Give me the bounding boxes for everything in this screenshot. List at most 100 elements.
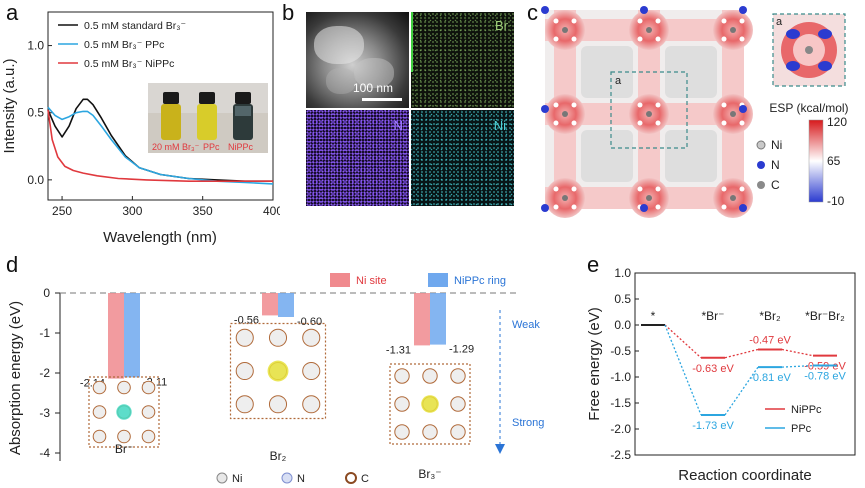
atom-n-label: N [297, 473, 305, 485]
panel-d-chart: 0-1-2-3-4 -2.14 -2.11-0.56 -0.60-1.31 -1.29… [7, 273, 544, 485]
structure-node [394, 424, 410, 440]
adsorbate-name: Br₃⁻ [418, 467, 441, 481]
y-tick-label: 0.0 [614, 318, 631, 332]
esp-ni-atom [562, 111, 568, 117]
atom-ni-label: Ni [232, 473, 242, 485]
strong-label: Strong [512, 417, 544, 429]
esp-n-site [721, 36, 727, 42]
esp-ni-atom [562, 27, 568, 33]
structure-node [235, 361, 254, 381]
structure-node [92, 405, 107, 419]
bar-ring [430, 293, 446, 345]
legend-swatch-ring [428, 273, 448, 287]
adsorbate-highlight [421, 395, 439, 413]
structure-node [117, 429, 131, 444]
bar-ni-site [414, 293, 430, 346]
legend-ppc: 0.5 mM Br₃⁻ PPc [84, 39, 164, 51]
y-tick-label: -2.5 [610, 448, 631, 462]
structure-node [302, 361, 321, 381]
bar-value-ring: -1.29 [449, 344, 474, 356]
esp-edge-cap [541, 105, 549, 113]
adsorbate-highlight [267, 360, 289, 382]
structure-node [92, 429, 107, 444]
structure-node [268, 395, 288, 414]
esp-n-site [655, 36, 661, 42]
esp-ni-atom [730, 195, 736, 201]
atom-c-label: C [771, 178, 780, 192]
structure-node [450, 368, 466, 384]
structure-node [141, 405, 156, 419]
esp-edge-cap [739, 204, 747, 212]
legend: 0.5 mM standard Br₃⁻ 0.5 mM Br₃⁻ PPc 0.5… [58, 20, 186, 70]
y-tick-label: -3 [39, 406, 50, 420]
esp-n-site [571, 186, 577, 192]
vial-nippc [233, 92, 253, 140]
series-line-2 [47, 109, 273, 182]
x-tick-label: 400 [263, 204, 280, 218]
esp-n-site [721, 204, 727, 210]
structure-node [141, 380, 156, 395]
panel-letter-b: b [282, 0, 295, 25]
scale-bar [362, 98, 402, 101]
vial-br3 [161, 92, 181, 140]
structure-node [235, 328, 254, 347]
energy-value-label: -0.63 eV [692, 363, 734, 375]
structure-node [394, 368, 410, 384]
legend-standard: 0.5 mM standard Br₃⁻ [84, 20, 186, 32]
panel-e-chart: 1.0 0.5 0.0 -0.5 -1.0 -1.5 -2.0 -2.5 * *Br⁻ *Br₂ *… [586, 266, 856, 484]
legend-ppc: PPc [791, 423, 812, 435]
esp-ni-atom [562, 195, 568, 201]
bar-value-ring: -0.60 [297, 316, 322, 328]
y-tick-label: -1.5 [610, 396, 631, 410]
y-tick-label: -1.0 [610, 370, 631, 384]
esp-tick-max: 120 [827, 115, 847, 129]
y-tick-label: 0 [43, 286, 50, 300]
photo-label-nippc: NiPPc [228, 142, 254, 152]
eds-map-br: Br [411, 12, 514, 108]
eds-label-br: Br [495, 18, 508, 33]
esp-n-site [571, 120, 577, 126]
esp-n-site [655, 102, 661, 108]
x-axis-title: Reaction coordinate [678, 467, 811, 484]
energy-connector [724, 348, 759, 359]
structure-node [235, 395, 254, 414]
y-tick-label: 0.0 [27, 173, 44, 187]
atom-c-swatch [757, 181, 765, 189]
state-label: * [651, 309, 656, 323]
esp-pore [581, 46, 633, 98]
atom-c-label: C [361, 473, 369, 485]
esp-tick-min: -10 [827, 194, 845, 208]
atom-ni-swatch [216, 472, 228, 484]
y-axis-title: Intensity (a.u.) [1, 58, 18, 153]
bar-value-ni: -1.31 [386, 344, 411, 356]
structure-node [302, 328, 321, 347]
y-tick-label: -4 [39, 446, 50, 460]
structure-node [117, 380, 131, 395]
y-tick-label: 1.0 [614, 266, 631, 280]
esp-pore [665, 130, 717, 182]
adsorbate-name: Br⁻ [115, 442, 133, 456]
esp-n-site [553, 102, 559, 108]
esp-ni-atom [730, 27, 736, 33]
esp-ni-atom [730, 111, 736, 117]
plot-frame [634, 272, 856, 456]
atom-c-swatch [345, 472, 357, 484]
bar-ring [278, 293, 294, 317]
structure-node [450, 424, 466, 440]
esp-inset: a [772, 13, 846, 87]
esp-n-site [655, 120, 661, 126]
esp-n-site [721, 186, 727, 192]
esp-n-site [553, 204, 559, 210]
y-tick-label: -2.0 [610, 422, 631, 436]
esp-pore [581, 130, 633, 182]
esp-n-site [571, 204, 577, 210]
state-label: *Br⁻ [701, 309, 724, 323]
esp-ni-atom [646, 27, 652, 33]
esp-edge-cap [640, 204, 648, 212]
structure-frame [389, 363, 471, 445]
x-tick-label: 350 [193, 204, 213, 218]
y-tick-label: -1 [39, 326, 50, 340]
esp-n-site [739, 36, 745, 42]
atom-ni-label: Ni [771, 138, 782, 152]
structure-node [141, 429, 156, 444]
